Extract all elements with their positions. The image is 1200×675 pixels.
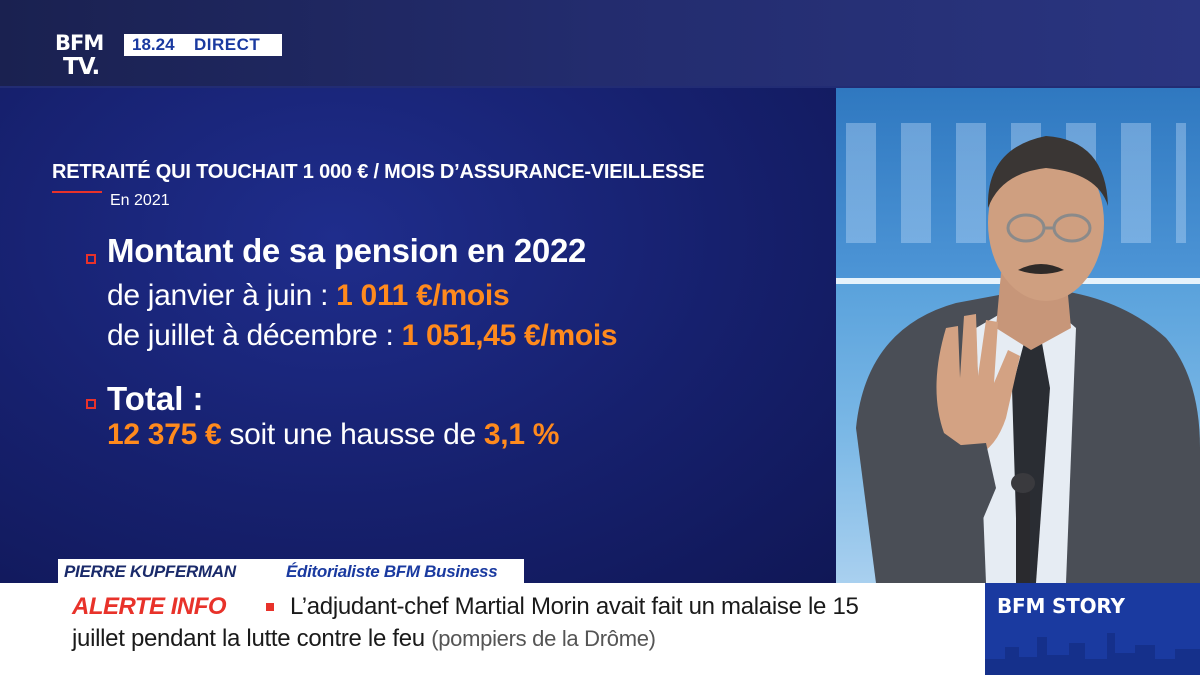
name-strap: PIERRE KUPFERMAN Éditorialiste BFM Busin… <box>58 559 524 583</box>
total-row: 12 375 € soit une hausse de 3,1 % <box>107 418 559 452</box>
skyline-decor-icon <box>985 633 1200 675</box>
pension-heading: Montant de sa pension en 2022 <box>107 232 587 269</box>
total-value: 12 375 € <box>107 418 222 451</box>
studio-camera-view <box>836 88 1200 583</box>
row-jan-label: de janvier à juin : <box>107 279 337 312</box>
program-label: BFM STORY <box>997 594 1125 618</box>
total-increase: 3,1 % <box>483 418 560 451</box>
logo-line-1: BFM <box>55 31 104 55</box>
row-jul-value: 1 051,45 €/mois <box>401 319 618 352</box>
info-graphic-panel: RETRAITÉ QUI TOUCHAIT 1 000 € / MOIS D’A… <box>0 88 836 583</box>
program-box: BFM STORY <box>985 583 1200 675</box>
title-underline <box>52 191 102 193</box>
clock-time: 18.24 <box>132 35 175 54</box>
alert-text-line-2: juillet pendant la lutte contre le feu (… <box>72 625 656 653</box>
pension-row-jul-dec: de juillet à décembre : 1 051,45 €/mois <box>107 319 618 353</box>
person-role: Éditorialiste BFM Business <box>286 562 498 581</box>
alert-text-line-2-main: juillet pendant la lutte contre le feu <box>72 625 425 652</box>
alert-label: ALERTE INFO <box>72 593 227 620</box>
bfmtv-logo: BFM TV. <box>55 30 117 86</box>
row-jan-value: 1 011 €/mois <box>336 279 510 312</box>
channel-top-bar: BFM TV. 18.24 DIRECT <box>0 0 1200 86</box>
bullet-square-icon <box>86 254 96 264</box>
alert-source: (pompiers de la Drôme) <box>431 626 656 651</box>
total-label: Total : <box>107 380 204 417</box>
total-middle-text: soit une hausse de <box>221 418 484 451</box>
bullet-square-icon <box>86 399 96 409</box>
breaking-news-ticker: ALERTE INFO L’adjudant-chef Martial Mori… <box>0 583 985 675</box>
alert-text-line-1: L’adjudant-chef Martial Morin avait fait… <box>290 593 859 620</box>
row-jul-label: de juillet à décembre : <box>107 319 402 352</box>
live-label: DIRECT <box>194 35 261 54</box>
logo-line-2: TV. <box>63 54 100 80</box>
graphic-title: RETRAITÉ QUI TOUCHAIT 1 000 € / MOIS D’A… <box>52 161 705 183</box>
graphic-subtitle: En 2021 <box>110 192 170 209</box>
alert-square-icon <box>266 603 274 611</box>
person-name: PIERRE KUPFERMAN <box>64 562 236 581</box>
pension-row-jan-jun: de janvier à juin : 1 011 €/mois <box>107 279 510 313</box>
presenter-image <box>856 136 1200 583</box>
live-badge: 18.24 DIRECT <box>124 34 282 56</box>
